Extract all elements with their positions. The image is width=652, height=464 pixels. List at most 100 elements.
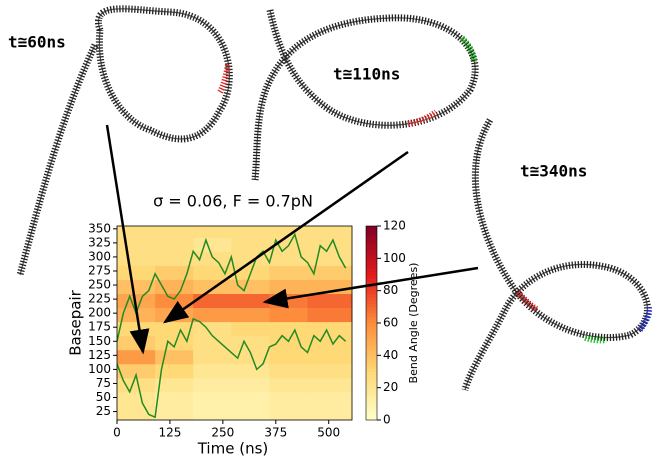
heat-cell bbox=[155, 279, 194, 294]
y-tick-label: 50 bbox=[96, 390, 111, 404]
y-tick-label: 125 bbox=[88, 348, 111, 362]
heat-cell bbox=[193, 349, 232, 365]
heat-cell bbox=[269, 391, 309, 407]
colorbar-segment bbox=[366, 303, 377, 308]
colorbar-segment bbox=[366, 339, 377, 343]
heat-cell bbox=[193, 363, 232, 379]
heat-cell bbox=[307, 307, 353, 323]
y-tick-label: 225 bbox=[88, 292, 111, 306]
colorbar-segment bbox=[366, 345, 377, 350]
y-axis-label: Basepair bbox=[67, 289, 85, 355]
dna-structures bbox=[16, 5, 652, 391]
colorbar-segment bbox=[366, 384, 377, 389]
colorbar-segment bbox=[366, 245, 377, 250]
colorbar-segment bbox=[366, 264, 377, 269]
colorbar-segment bbox=[366, 355, 377, 360]
colorbar-tick-label: 120 bbox=[383, 219, 406, 233]
colorbar-segment bbox=[366, 277, 377, 282]
heat-cell bbox=[117, 405, 156, 421]
heat-cell bbox=[155, 226, 194, 238]
series-line bbox=[117, 317, 347, 419]
chart-title: σ = 0.06, F = 0.7pN bbox=[153, 192, 313, 211]
colorbar-segment bbox=[366, 319, 377, 324]
colorbar-segment bbox=[366, 268, 377, 272]
heat-cell bbox=[193, 321, 232, 337]
heat-cell bbox=[307, 391, 353, 407]
y-tick-label: 275 bbox=[88, 263, 111, 277]
heat-cell bbox=[231, 335, 270, 351]
annotation: t≅110ns bbox=[333, 65, 400, 84]
colorbar-segment bbox=[366, 329, 377, 334]
heat-cell bbox=[269, 363, 309, 379]
heat-cell bbox=[231, 349, 270, 365]
colorbar-segment bbox=[366, 226, 377, 230]
colorbar-segment bbox=[366, 313, 377, 318]
colorbar-segment bbox=[366, 238, 377, 243]
heat-cell bbox=[155, 405, 194, 421]
colorbar-segment bbox=[366, 413, 377, 418]
colorbar-segment bbox=[366, 326, 377, 330]
heat-cell bbox=[117, 363, 156, 379]
colorbar-segment bbox=[366, 290, 377, 295]
heat-cell bbox=[155, 391, 194, 407]
heat-cell bbox=[155, 237, 194, 252]
heat-cell bbox=[231, 321, 270, 337]
heat-cell bbox=[231, 307, 270, 323]
colorbar-segment bbox=[366, 235, 377, 240]
x-axis-label: Time (ns) bbox=[197, 440, 269, 458]
heat-cell bbox=[269, 321, 309, 337]
heat-cell bbox=[155, 321, 194, 337]
colorbar-segment bbox=[366, 323, 377, 327]
colorbar-segment bbox=[366, 381, 377, 385]
heat-cell bbox=[117, 321, 156, 337]
y-tick-label: 25 bbox=[96, 404, 111, 418]
heat-cell bbox=[231, 279, 270, 294]
heat-cell bbox=[269, 279, 309, 294]
colorbar-segment bbox=[366, 300, 377, 305]
plot: 0 125 250 375 500255075100125150175200225250… bbox=[88, 219, 406, 440]
y-tick-label: 75 bbox=[96, 376, 111, 390]
colorbar-segment bbox=[366, 361, 377, 366]
colorbar-segment bbox=[366, 297, 377, 301]
y-tick-label: 325 bbox=[88, 235, 111, 249]
heat-cell bbox=[155, 349, 194, 365]
x-tick-label: 250 bbox=[211, 426, 234, 440]
heat-cell bbox=[155, 265, 194, 280]
heat-cell bbox=[269, 307, 309, 323]
colorbar-segment bbox=[366, 293, 377, 298]
x-tick-label: 0 bbox=[113, 426, 121, 440]
heat-cell bbox=[231, 405, 270, 421]
colorbar-segment bbox=[366, 410, 377, 415]
colorbar-segment bbox=[366, 229, 377, 233]
annotation: t≅340ns bbox=[520, 162, 587, 181]
x-tick-label: 500 bbox=[317, 426, 340, 440]
colorbar-segment bbox=[366, 407, 377, 411]
heat-cell bbox=[117, 226, 156, 238]
heat-cell bbox=[307, 349, 353, 365]
colorbar-segment bbox=[366, 332, 377, 337]
colorbar-segment bbox=[366, 358, 377, 363]
y-tick-label: 100 bbox=[88, 362, 111, 376]
heat-cell bbox=[117, 237, 156, 252]
heat-cell bbox=[269, 349, 309, 365]
heat-cell bbox=[117, 349, 156, 365]
colorbar-tick-label: 100 bbox=[383, 251, 406, 265]
colorbar-segment bbox=[366, 258, 377, 263]
heat-cell bbox=[269, 405, 309, 421]
y-tick-label: 175 bbox=[88, 320, 111, 334]
heat-cell bbox=[155, 377, 194, 393]
heat-cell bbox=[231, 377, 270, 393]
heat-cell bbox=[155, 363, 194, 379]
heat-cell bbox=[193, 377, 232, 393]
heat-cell bbox=[193, 307, 232, 323]
colorbar-segment bbox=[366, 274, 377, 279]
colorbar-segment bbox=[366, 306, 377, 311]
colorbar-segment bbox=[366, 316, 377, 321]
heat-cell bbox=[193, 293, 232, 309]
heat-cell bbox=[269, 226, 309, 238]
colorbar-tick-label: 0 bbox=[383, 413, 391, 427]
heat-cell bbox=[231, 226, 270, 238]
heat-cell bbox=[117, 279, 156, 294]
colorbar-segment bbox=[366, 248, 377, 253]
heat-cell bbox=[117, 265, 156, 280]
